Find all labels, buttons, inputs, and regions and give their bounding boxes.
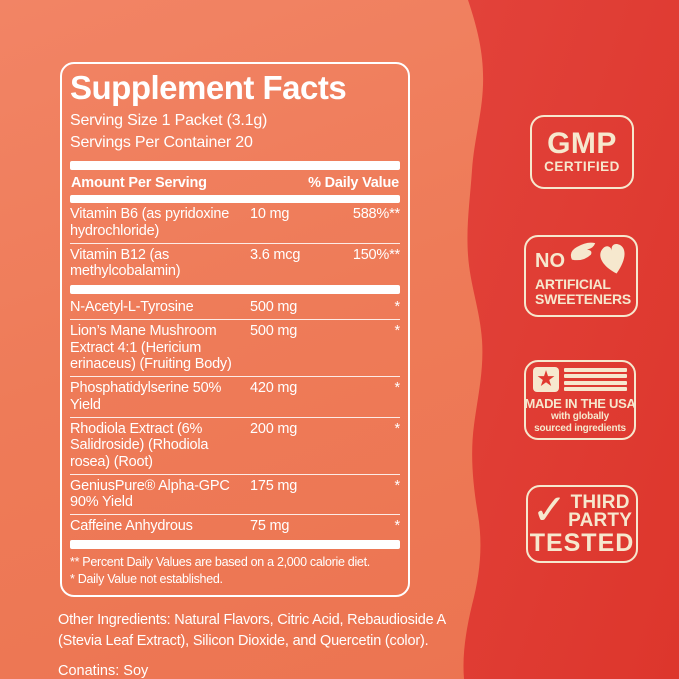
usa-subtitle-line2: sourced ingredients bbox=[534, 422, 626, 434]
no-artificial-top-row: NO bbox=[535, 242, 627, 277]
ingredient-daily-value: 588%** bbox=[352, 206, 400, 222]
table-row: Vitamin B12 (as methylcobalamin) 3.6 mcg… bbox=[70, 242, 400, 284]
ingredient-amount: 3.6 mcg bbox=[250, 246, 301, 263]
usa-subtitle-line1: with globally bbox=[551, 411, 609, 422]
ingredient-name: GeniusPure® Alpha-GPC 90% Yield bbox=[70, 477, 230, 511]
ingredient-amount: 500 mg bbox=[250, 299, 298, 315]
ingredient-daily-value: 150%** bbox=[352, 246, 400, 263]
ingredient-amount: 200 mg bbox=[250, 420, 298, 437]
table-row: N-Acetyl-L-Tyrosine 500 mg * bbox=[70, 296, 400, 319]
flag-stripe bbox=[564, 380, 627, 385]
divider-bar bbox=[70, 161, 400, 170]
divider-bar bbox=[70, 285, 400, 294]
ingredient-name: Phosphatidylserine 50% Yield bbox=[70, 380, 222, 413]
footnotes: ** Percent Daily Values are based on a 2… bbox=[70, 554, 400, 588]
table-row: Rhodiola Extract (6% Salidroside) (Rhodi… bbox=[70, 416, 401, 474]
third-label: THIRD bbox=[570, 491, 630, 513]
flag-stripe bbox=[564, 374, 627, 379]
flag-stripe bbox=[564, 386, 627, 391]
ingredient-name: N-Acetyl-L-Tyrosine bbox=[70, 299, 194, 315]
table-row: Caffeine Anhydrous 75 mg * bbox=[70, 514, 400, 538]
table-row: Lion’s Mane Mushroom Extract 4:1 (Herici… bbox=[70, 319, 400, 376]
panel-title: Supplement Facts bbox=[70, 69, 347, 106]
ingredient-name: Vitamin B6 (as pyridoxine hydrochloride) bbox=[70, 206, 230, 239]
footnote-not-established: * Daily Value not established. bbox=[70, 572, 223, 586]
ingredient-amount: 175 mg bbox=[250, 477, 298, 494]
flag-stripes bbox=[564, 367, 627, 392]
ingredient-name: Vitamin B12 (as methylcobalamin) bbox=[70, 246, 181, 280]
table-row: Vitamin B6 (as pyridoxine hydrochloride)… bbox=[70, 203, 400, 243]
no-label: NO bbox=[535, 249, 565, 272]
tested-label: TESTED bbox=[529, 528, 635, 557]
flag-star-icon: ★ bbox=[533, 367, 559, 392]
ingredient-daily-value: * bbox=[394, 380, 401, 396]
ingredient-name: Caffeine Anhydrous bbox=[70, 518, 193, 534]
ingredient-daily-value: * bbox=[394, 420, 401, 437]
ingredient-amount: 10 mg bbox=[250, 206, 290, 222]
stevia-leaves-icon bbox=[570, 242, 625, 274]
made-in-usa-badge: ★ MADE IN THE USA with globally sourced … bbox=[524, 360, 636, 440]
no-artificial-sweeteners-badge: NO ARTIFICIAL SWEETENERS bbox=[524, 235, 638, 317]
table-header-row: Amount Per Serving % Daily Value bbox=[70, 170, 400, 195]
table-row: GeniusPure® Alpha-GPC 90% Yield 175 mg * bbox=[70, 473, 401, 515]
ingredient-daily-value: * bbox=[394, 323, 401, 339]
column-header-daily-value: % Daily Value bbox=[308, 175, 399, 191]
made-in-usa-label: MADE IN THE USA bbox=[524, 396, 636, 411]
certified-label: CERTIFIED bbox=[544, 159, 620, 174]
gmp-label: GMP bbox=[547, 127, 617, 160]
third-party-top-row: ✓ THIRD PARTY bbox=[531, 485, 633, 533]
other-ingredients-text: Other Ingredients: Natural Flavors, Citr… bbox=[58, 612, 446, 649]
ingredient-amount: 75 mg bbox=[250, 518, 290, 534]
gmp-certified-badge: GMP CERTIFIED bbox=[530, 115, 634, 189]
column-header-amount: Amount Per Serving bbox=[71, 175, 207, 191]
supplement-facts-panel: Supplement Facts Serving Size 1 Packet (… bbox=[60, 62, 410, 597]
flag-stripe bbox=[564, 368, 627, 372]
wave-shape bbox=[463, 0, 679, 679]
sweeteners-label: SWEETENERS bbox=[535, 291, 632, 307]
ingredient-name: Lion’s Mane Mushroom Extract 4:1 (Herici… bbox=[70, 323, 232, 372]
third-party-tested-badge: ✓ THIRD PARTY TESTED bbox=[526, 485, 638, 563]
serving-size: Serving Size 1 Packet (3.1g) bbox=[70, 112, 268, 129]
checkmark-icon: ✓ bbox=[531, 485, 568, 533]
usa-flag-icon: ★ bbox=[533, 367, 627, 392]
label-left-column: Supplement Facts Serving Size 1 Packet (… bbox=[58, 62, 445, 679]
ingredient-amount: 420 mg bbox=[250, 380, 298, 396]
servings-per-container: Servings Per Container 20 bbox=[70, 133, 253, 151]
artificial-label: ARTIFICIAL bbox=[535, 275, 611, 292]
ingredient-name: Rhodiola Extract (6% Salidroside) (Rhodi… bbox=[70, 420, 209, 470]
divider-bar bbox=[70, 195, 400, 203]
contains-note: Conatins: Soy bbox=[58, 663, 149, 679]
table-row: Phosphatidylserine 50% Yield 420 mg * bbox=[70, 376, 400, 417]
ingredient-daily-value: * bbox=[394, 518, 401, 534]
ingredient-daily-value: * bbox=[394, 477, 401, 494]
party-label: PARTY bbox=[568, 509, 633, 531]
ingredient-amount: 500 mg bbox=[250, 323, 298, 339]
third-party-words: THIRD PARTY bbox=[568, 491, 633, 531]
divider-bar bbox=[70, 540, 400, 549]
ingredient-daily-value: * bbox=[394, 299, 401, 315]
footnote-daily-values: ** Percent Daily Values are based on a 2… bbox=[70, 555, 370, 569]
